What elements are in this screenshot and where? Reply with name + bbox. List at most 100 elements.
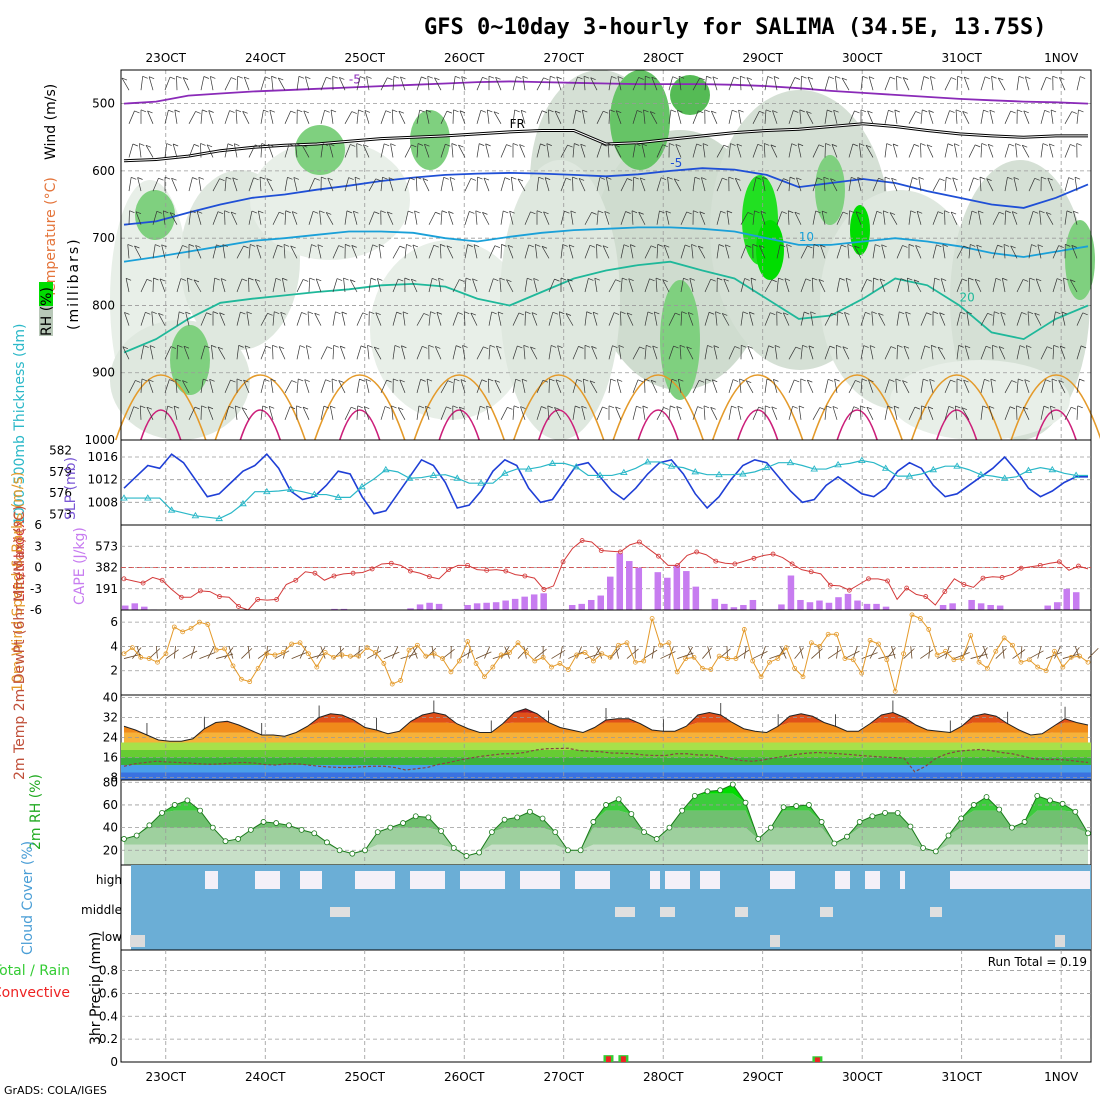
wind-barb [893, 406, 898, 420]
wind-speed-marker [876, 641, 881, 647]
surface-wind-barb [568, 651, 584, 659]
wind-barb [824, 345, 831, 360]
wind-barb-flag [197, 210, 203, 214]
wind-barb-flag [630, 244, 636, 247]
wind-barb-flag [807, 245, 813, 249]
top-time-label: 1NOV [1044, 51, 1079, 65]
wind-barb-flag [241, 407, 248, 411]
wind-barb [1025, 345, 1030, 360]
high-cloud-gap [865, 871, 880, 889]
wind-barb [868, 379, 874, 394]
wind-barb [608, 76, 612, 91]
lifted-index-marker [255, 596, 261, 602]
wind-barb [164, 110, 169, 124]
wind-speed-marker [943, 648, 948, 654]
wind-barb [800, 245, 808, 259]
wind-barb [734, 178, 742, 192]
wind-barb [807, 76, 814, 91]
wind-barb [963, 379, 970, 394]
rh-gridlines [121, 780, 1091, 865]
wind-barb-flag [513, 405, 520, 409]
wind-barb [373, 346, 382, 360]
wind-barb [356, 405, 359, 420]
wind-barb [296, 76, 300, 91]
wind-barb-flag [821, 210, 828, 214]
wind-speed-marker [197, 619, 202, 625]
wind-barb [351, 245, 358, 259]
wind-barb-flag [799, 109, 805, 113]
wind-barb [438, 278, 442, 293]
rh-marker [146, 822, 153, 829]
wind-barb-flag [1021, 312, 1027, 315]
wind-barb [398, 111, 406, 124]
wind-barb-flag [578, 346, 584, 349]
wind-barb-flag [828, 76, 834, 80]
wind-barb [589, 380, 598, 394]
cape-bar [131, 603, 139, 610]
wind-barb-flag [1066, 210, 1073, 214]
rh-high-zone [756, 220, 784, 280]
wind-barb-flag [903, 345, 910, 349]
wind-barb-flag [964, 76, 970, 80]
rh-marker [717, 787, 724, 794]
wind-barb-flag [812, 277, 818, 281]
wind-barb-flag [651, 76, 657, 80]
wind-barb-flag [731, 405, 737, 409]
wind-barb-flag [433, 244, 439, 248]
wind-barb-flag [888, 109, 894, 113]
cape-bar [626, 561, 633, 610]
wind-barb-flag [519, 144, 525, 147]
wind-barb [392, 245, 401, 259]
wind-barb-flag [304, 379, 310, 382]
lifted-index-marker [293, 577, 299, 583]
wind-barb-flag [937, 346, 944, 350]
wind-barb-flag [1024, 379, 1030, 382]
wind-barb-flag [449, 177, 456, 180]
wind-barb-flag [750, 277, 757, 281]
surface-wind-barb [593, 646, 602, 659]
wind-barb [452, 345, 457, 360]
wind-barb-flag [728, 176, 734, 180]
wind-barb [913, 279, 922, 293]
wind-speed-marker [691, 654, 697, 660]
wind-barb [859, 405, 862, 420]
wind-barb-flag [564, 210, 570, 214]
wind-barb-flag [212, 311, 219, 314]
wind-barb-flag [781, 211, 787, 214]
wind-barb-flag [182, 380, 188, 383]
wind-barb [164, 346, 172, 360]
surface-wind-barb [534, 648, 547, 659]
wind-barb-flag [820, 244, 826, 248]
wind-barb [1076, 345, 1082, 360]
wind-barb-flag [274, 311, 280, 315]
wind-barb-flag [211, 345, 217, 348]
wind-barb-flag [250, 244, 256, 247]
cape-bar [407, 608, 414, 610]
wind-barb-flag [651, 245, 657, 249]
wind-barb-flag [895, 378, 901, 382]
wind-barb [691, 244, 694, 259]
wind-speed-marker [767, 659, 772, 665]
rh-marker [780, 804, 787, 811]
rh-high-zone [135, 190, 175, 240]
lifted-index-marker [331, 573, 337, 579]
temperature-tick: 24 [103, 731, 118, 745]
wind-barb-flag [636, 405, 642, 409]
wind-barb [320, 346, 328, 360]
wind-barb-flag [991, 75, 997, 79]
wind-barb [879, 278, 886, 293]
wind-barb [486, 109, 490, 124]
wind-barb [208, 110, 214, 124]
wind-barb-flag [427, 75, 433, 79]
surface-wind-barb [953, 652, 970, 659]
wind-barb [728, 143, 731, 158]
cape-bar [816, 600, 823, 610]
thickness-marker [524, 465, 533, 472]
wind-barb-flag [142, 75, 148, 79]
hot-contour [836, 409, 878, 441]
wind-barb-flag [1059, 77, 1065, 80]
wind-barb-flag [620, 311, 626, 314]
